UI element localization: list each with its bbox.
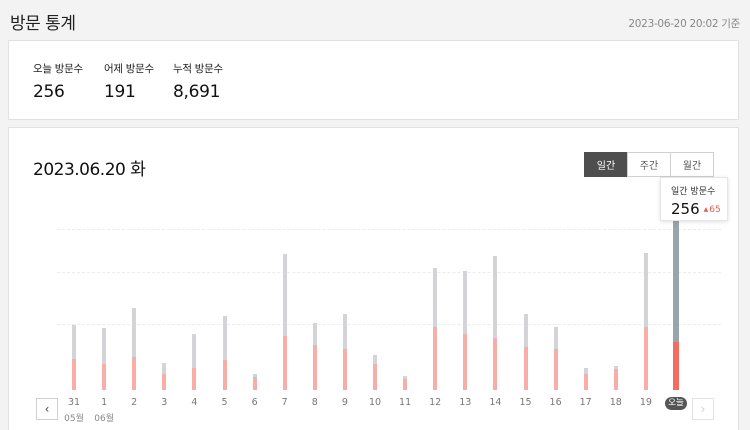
gridline [57,323,721,325]
bar-total[interactable] [282,254,287,390]
chart-card: 2023.06.20 화 일간 주간 월간 31 1 2 3 4 5 6 7 8 9 10 11 12 1… [8,127,739,430]
x-tick-label: 6 [251,397,258,408]
bar-total[interactable] [463,271,468,390]
gridline [57,228,721,230]
bar-lower[interactable] [342,349,347,390]
bar-chart: 31 1 2 3 4 5 6 7 8 9 10 11 12 13 14 15 16 17 18 19 오늘 05월 06월 [9,128,740,430]
bar-lower[interactable] [192,367,197,390]
bar-lower[interactable] [463,334,468,390]
page-title: 방문 통계 [10,14,76,34]
month-label: 06월 [94,414,114,424]
x-tick-label: 9 [341,397,348,408]
x-tick-label: 14 [489,397,502,408]
gridline [57,272,721,274]
bar-lower[interactable] [102,364,107,390]
x-tick-label: 10 [368,397,382,408]
bar-lower[interactable] [673,341,679,390]
bar-lower[interactable] [613,369,618,390]
x-tick-label: 19 [639,397,652,408]
bar-lower[interactable] [553,349,558,390]
bar-lower[interactable] [222,360,227,390]
stat-yesterday-label: 어제 방문수 [104,63,154,75]
bar-lower[interactable] [523,346,528,390]
x-tick-label: 5 [221,397,228,408]
bar-lower[interactable] [162,373,167,390]
stat-total-value: 8,691 [173,82,221,102]
bar-lower[interactable] [583,373,588,390]
x-tick-label: 31 [67,397,81,408]
x-tick-label: 17 [579,397,592,408]
stat-today: 오늘 방문수 256 [33,61,83,102]
x-tick-label: 18 [609,397,622,408]
summary-card: 오늘 방문수 256 어제 방문수 191 누적 방문수 8,691 [8,40,739,120]
bar-total[interactable] [493,256,498,390]
bar-lower[interactable] [403,378,408,390]
period-tabs: 일간 주간 월간 [584,152,714,177]
tooltip-diff: 65 [704,205,720,215]
bar-lower[interactable] [433,326,438,390]
x-tick-today: 오늘 [665,397,687,410]
stat-yesterday-value: 191 [104,82,136,102]
bar-lower[interactable] [643,326,648,390]
bar-lower[interactable] [132,356,137,390]
tab-monthly[interactable]: 월간 [670,152,714,177]
x-tick-label: 11 [399,397,412,408]
bar-total[interactable] [222,315,227,390]
x-tick-label: 16 [549,397,562,408]
bar-lower[interactable] [312,345,317,390]
chart-tooltip: 일간 방문수 256 65 [660,177,728,221]
stat-total-label: 누적 방문수 [173,63,223,75]
bar-total[interactable] [102,328,107,390]
tooltip-label: 일간 방문수 [671,187,716,197]
bar-total[interactable] [673,200,679,390]
stat-today-value: 256 [33,82,65,102]
x-tick-label: 7 [281,397,288,408]
chevron-right-icon[interactable]: › [692,398,714,420]
x-tick-label: 13 [459,397,472,408]
bar-lower[interactable] [493,338,498,390]
x-tick-label: 15 [519,397,532,408]
stat-total: 누적 방문수 8,691 [173,61,223,102]
page-timestamp: 2023-06-20 20:02 기준 [628,18,740,30]
bar-lower[interactable] [282,335,287,390]
bar-total[interactable] [72,325,76,390]
chart-date-title: 2023.06.20 화 [33,160,146,180]
x-tick-label: 12 [429,397,442,408]
stat-today-label: 오늘 방문수 [33,63,83,75]
stat-yesterday: 어제 방문수 191 [104,61,154,102]
x-tick-label: 8 [311,397,318,408]
x-tick-label: 1 [101,397,108,408]
bar-lower[interactable] [373,364,377,390]
bar-total[interactable] [192,334,197,390]
tooltip-value: 256 [671,200,700,218]
x-tick-label: 4 [191,397,198,408]
bar-lower[interactable] [252,377,257,390]
chevron-left-icon[interactable]: ‹ [36,398,58,420]
month-label: 05월 [64,414,84,424]
bar-total[interactable] [132,308,137,390]
x-tick-label: 3 [161,397,168,408]
bar-total[interactable] [643,252,648,390]
x-tick-label: 2 [131,397,138,408]
bar-lower[interactable] [72,358,76,390]
